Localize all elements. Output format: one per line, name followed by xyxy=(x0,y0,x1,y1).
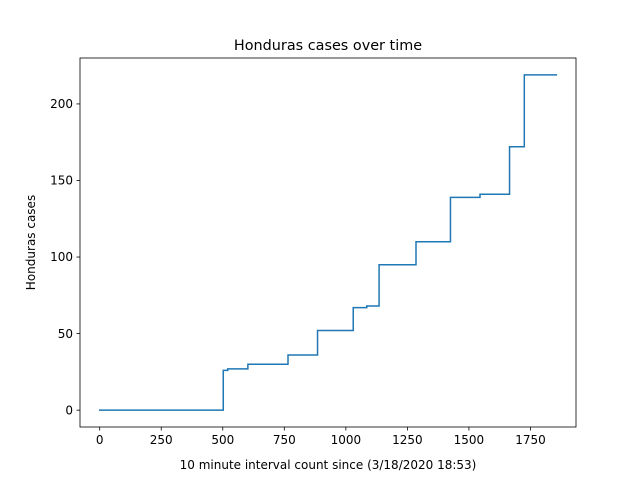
x-tick-label: 1750 xyxy=(515,433,546,447)
x-tick-label: 250 xyxy=(150,433,173,447)
y-axis-ticks: 0 50 100 150 200 xyxy=(50,97,80,417)
plot-area xyxy=(80,58,576,427)
x-tick-label: 1250 xyxy=(392,433,423,447)
y-tick-label: 50 xyxy=(58,327,73,341)
series-line xyxy=(98,74,558,411)
x-axis-label: 10 minute interval count since (3/18/202… xyxy=(180,458,477,472)
x-tick-label: 1000 xyxy=(331,433,362,447)
plot-frame xyxy=(79,57,577,428)
y-tick-label: 100 xyxy=(50,250,73,264)
x-tick-label: 0 xyxy=(96,433,104,447)
y-tick-label: 0 xyxy=(65,403,73,417)
y-axis-label: Honduras cases xyxy=(24,195,38,290)
y-tick-label: 200 xyxy=(50,97,73,111)
x-axis-ticks: 0 250 500 750 1000 1250 1500 1750 xyxy=(96,427,546,447)
x-tick-label: 500 xyxy=(211,433,234,447)
x-tick-label: 750 xyxy=(273,433,296,447)
series-layer xyxy=(98,74,558,411)
chart-title: Honduras cases over time xyxy=(234,38,422,54)
y-tick-label: 150 xyxy=(50,174,73,188)
axes-frame xyxy=(79,57,577,428)
x-tick-label: 1500 xyxy=(454,433,485,447)
